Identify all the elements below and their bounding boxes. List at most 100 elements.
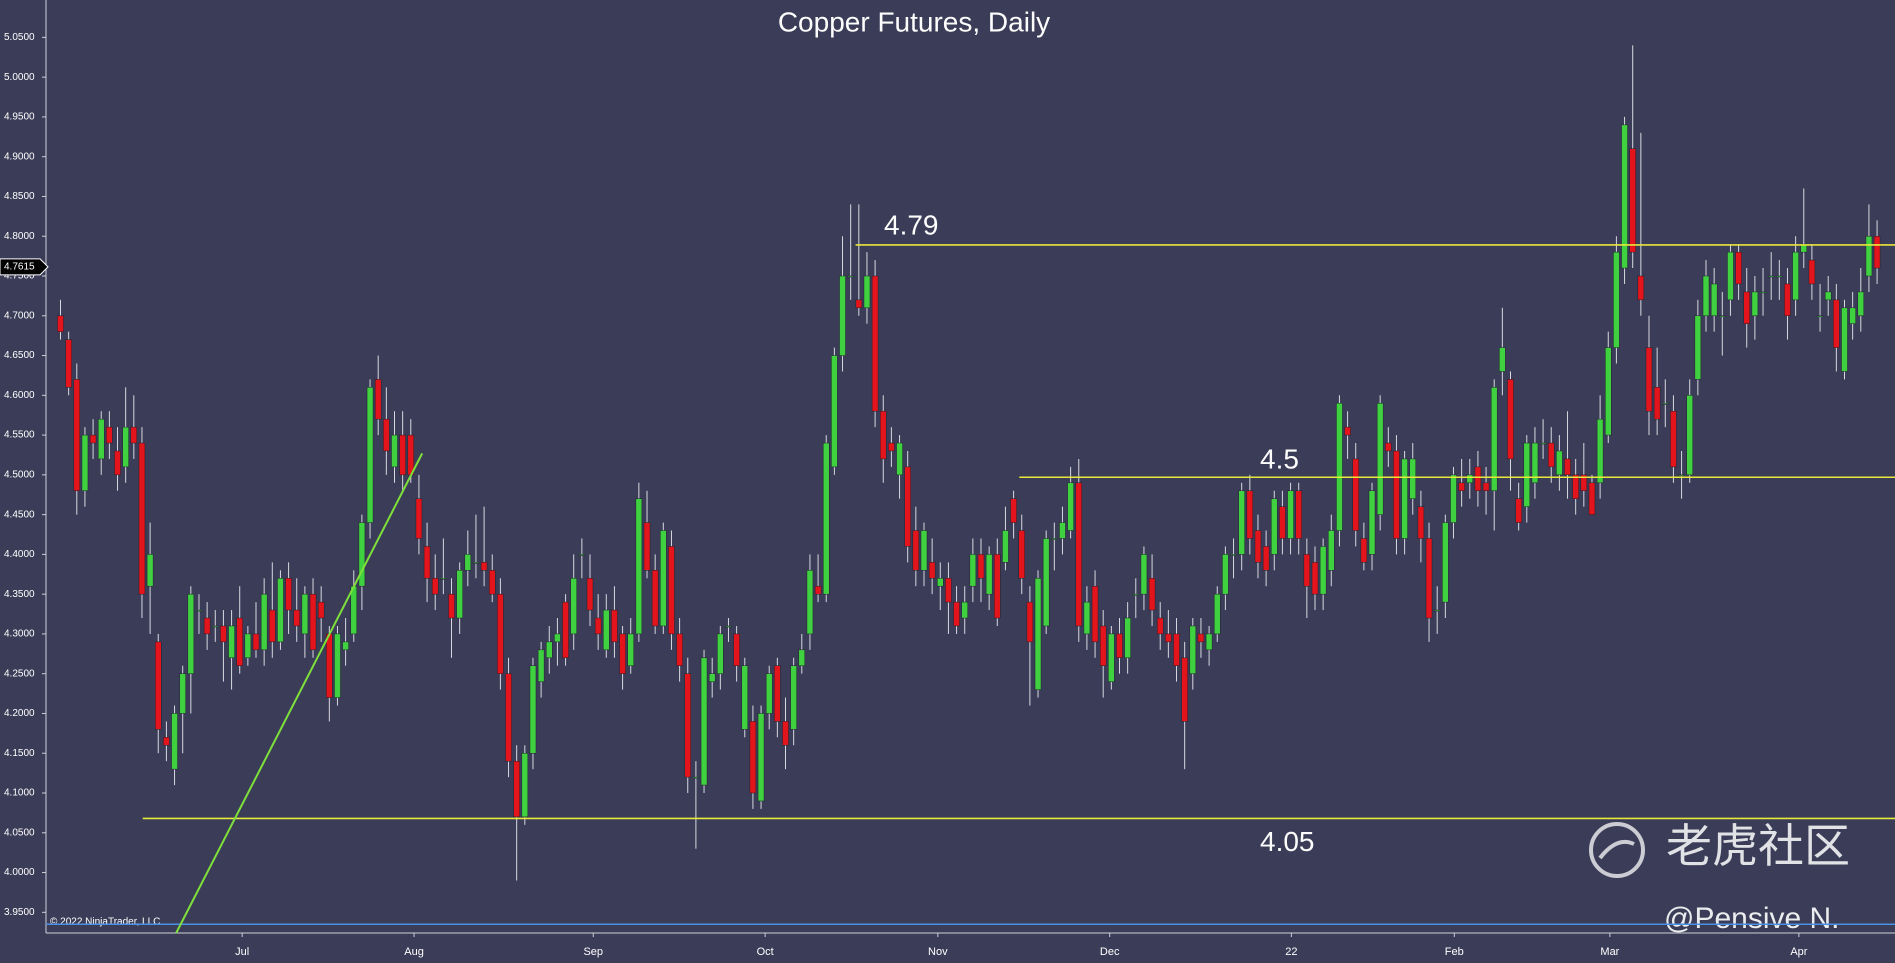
candle-body <box>1662 403 1669 405</box>
candle-body <box>806 570 814 635</box>
candle-body <box>741 665 749 730</box>
candle-body <box>1474 466 1482 492</box>
candle-body <box>1311 562 1319 595</box>
candle-body <box>717 633 724 674</box>
candle-body <box>203 617 211 635</box>
candle-body <box>1539 442 1547 445</box>
candle-body <box>342 641 349 651</box>
candle-body <box>1181 657 1188 722</box>
candle-body <box>871 275 879 412</box>
candle-body <box>334 633 341 698</box>
candle-body <box>757 713 765 802</box>
candle-body <box>1686 395 1693 476</box>
author: @Pensive N. <box>1664 902 1840 935</box>
candle-body <box>1556 450 1563 476</box>
candle-body <box>692 776 700 779</box>
candle-body <box>285 578 292 611</box>
candle-body <box>920 530 928 571</box>
candle-body <box>171 713 178 770</box>
candle-body <box>1385 442 1392 452</box>
candle-body <box>1580 474 1588 492</box>
candle-body <box>212 625 219 628</box>
candle-body <box>570 578 577 635</box>
candle-body <box>847 275 854 278</box>
y-tick-label: 4.3500 <box>4 589 35 600</box>
y-tick-label: 4.7000 <box>4 310 35 321</box>
watermark-logo <box>1589 822 1645 878</box>
candle-body <box>1026 601 1034 643</box>
candle-body <box>505 673 512 762</box>
candle-body <box>1238 490 1245 555</box>
candle-body <box>415 498 423 539</box>
candle-body <box>1222 554 1229 595</box>
level-label: 4.79 <box>884 209 939 240</box>
candle-body <box>309 593 317 651</box>
candle-body <box>1075 482 1083 627</box>
candle-body <box>1678 474 1685 477</box>
candle-body <box>163 737 170 746</box>
candle-body <box>236 617 243 666</box>
candle-body <box>1523 442 1531 507</box>
candle-body <box>57 315 64 332</box>
candle-body <box>1002 530 1009 563</box>
candle-body <box>749 721 757 794</box>
y-tick-label: 4.4500 <box>4 509 35 520</box>
candle-body <box>1865 235 1873 277</box>
candle-body <box>146 554 154 587</box>
candle-body <box>228 625 235 659</box>
candle-body <box>1401 458 1408 539</box>
candle-body <box>1197 633 1205 643</box>
candle-body <box>831 355 838 468</box>
candle-body <box>725 625 732 628</box>
y-tick-label: 5.0500 <box>4 32 35 43</box>
candle-body <box>1230 554 1237 556</box>
candle-body <box>668 546 675 635</box>
y-tick-label: 4.6500 <box>4 350 35 361</box>
x-tick-label: Jul <box>235 946 249 958</box>
candle-body <box>244 633 252 659</box>
candle-body <box>896 442 903 476</box>
candle-body <box>937 578 944 587</box>
candle-body <box>676 633 683 666</box>
candle-body <box>1784 283 1791 317</box>
candle-body <box>1629 148 1636 253</box>
candle-body <box>1613 251 1620 348</box>
candle-body <box>423 546 431 579</box>
candle-body <box>1083 601 1091 635</box>
candle-body <box>880 410 887 460</box>
y-tick-label: 4.0000 <box>4 867 35 878</box>
candle-body <box>1873 235 1881 269</box>
candle-body <box>1042 538 1050 627</box>
candle-body <box>440 578 447 580</box>
candle-body <box>1466 474 1474 484</box>
last-price-label: 4.7615 <box>4 261 35 272</box>
candle-body <box>839 275 846 356</box>
candle-body <box>1816 315 1824 318</box>
candle-body <box>1132 593 1140 596</box>
candle-body <box>1547 442 1555 468</box>
candle-body <box>1108 633 1115 682</box>
watermark: 老虎社区 <box>1666 820 1850 872</box>
candle-body <box>1018 530 1025 579</box>
y-tick-label: 4.1500 <box>4 748 35 759</box>
candle-body <box>603 609 610 651</box>
y-tick-label: 5.0000 <box>4 72 35 83</box>
candle-body <box>252 633 260 651</box>
y-tick-label: 4.0500 <box>4 827 35 838</box>
candle-body <box>619 633 626 674</box>
trend-line <box>175 452 424 934</box>
candle-body <box>1588 482 1596 515</box>
candle-body <box>1010 498 1017 523</box>
candle-body <box>1637 275 1645 301</box>
candle-body <box>1091 585 1099 643</box>
candle-body <box>480 562 488 571</box>
candle-body <box>888 442 895 452</box>
candle-body <box>1572 474 1579 499</box>
candle-body <box>1344 426 1351 436</box>
candle-body <box>1694 315 1702 380</box>
candle-body <box>1841 307 1848 372</box>
candle-body <box>399 434 406 476</box>
candle-body <box>106 426 113 444</box>
x-tick-label: Oct <box>757 946 774 958</box>
candle-body <box>1165 633 1172 643</box>
